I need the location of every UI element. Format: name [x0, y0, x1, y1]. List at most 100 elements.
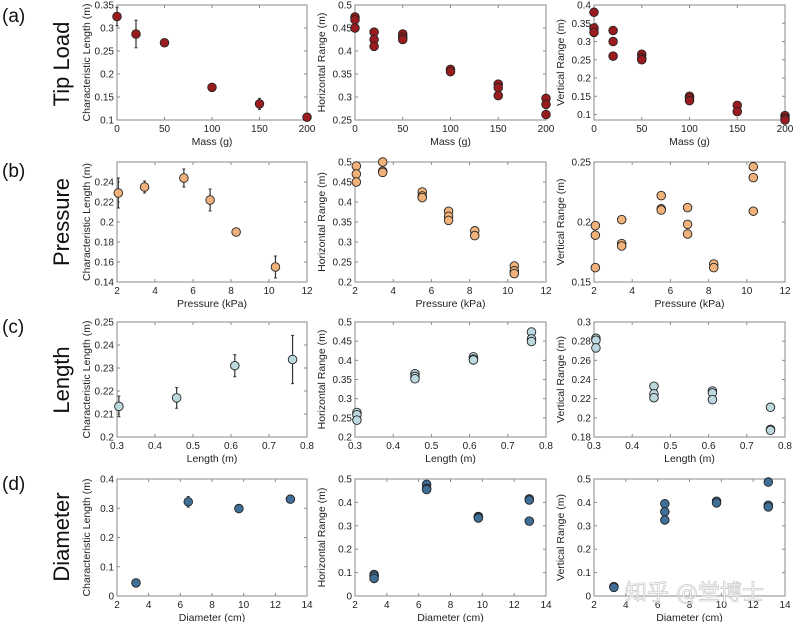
data-point [351, 169, 362, 179]
data-point [660, 507, 670, 517]
data-point [369, 41, 379, 52]
y-tick-label: 0.3 [100, 504, 114, 515]
data-point [445, 66, 456, 77]
plot-frame [354, 478, 547, 597]
data-point [763, 502, 774, 512]
y-tick-label: 0.25 [95, 318, 115, 329]
y-tick-label: 0.35 [333, 70, 353, 81]
data-point [682, 219, 693, 230]
x-tick-label: 0.3 [587, 441, 601, 452]
y-tick-label: 0.3 [100, 24, 114, 35]
y-tick-label: 0.15 [572, 278, 592, 289]
x-axis-label: Diameter (cm) [179, 612, 246, 622]
y-tick-label: 0.2 [577, 74, 591, 85]
y-tick-label: 0.18 [572, 433, 592, 444]
x-axis-label: Pressure (kPa) [177, 298, 247, 310]
y-tick-label: 0.2 [100, 218, 114, 229]
x-tick-label: 2 [352, 286, 358, 297]
data-point [234, 503, 244, 514]
y-tick-label: 0.5 [338, 318, 352, 329]
data-point [748, 172, 759, 183]
data-point [352, 415, 362, 425]
x-tick-label: 0.3 [348, 441, 362, 452]
data-point [660, 515, 670, 525]
x-tick-label: 10 [238, 600, 250, 611]
x-tick-label: 150 [251, 124, 268, 135]
y-tick-label: 0.2 [577, 218, 591, 229]
x-tick-label: 10 [716, 600, 728, 611]
x-tick-label: 0.4 [625, 441, 639, 452]
x-tick-label: 10 [477, 600, 489, 611]
data-point [765, 425, 776, 436]
y-tick-label: 0.28 [572, 337, 592, 348]
data-point [443, 215, 454, 226]
y-tick-label: 0.5 [338, 1, 352, 12]
data-point [113, 188, 124, 198]
y-tick-label: 0.2 [100, 433, 114, 444]
y-tick-label: 0.2 [100, 70, 114, 81]
y-tick-label: 0.22 [95, 387, 115, 398]
y-tick-label: 0.45 [333, 178, 353, 189]
data-point [285, 494, 296, 504]
x-tick-label: 0.7 [501, 441, 515, 452]
plot-frame [593, 321, 786, 438]
chart-d-vert: 2 4 6 8 10 12 14 0 0.1 0.2 0.3 0.4 0.5 Diameter (cm) V… [555, 475, 791, 622]
data-point [748, 206, 759, 216]
x-tick-label: 2 [591, 600, 597, 611]
x-tick-label: 150 [729, 124, 746, 135]
data-point [230, 360, 240, 371]
data-point [656, 205, 666, 215]
row-label-pressure: Pressure [49, 178, 74, 266]
x-tick-label: 4 [152, 286, 158, 297]
y-tick-label: 0.1 [577, 110, 591, 121]
x-tick-label: 0.8 [778, 441, 792, 452]
data-point [682, 229, 693, 239]
x-tick-label: 14 [540, 600, 552, 611]
y-axis-label: Vertical Range (m) [555, 19, 567, 106]
data-point [616, 214, 627, 225]
data-point [589, 27, 599, 38]
data-point [765, 402, 776, 413]
data-point [183, 497, 193, 507]
data-point [541, 99, 551, 110]
row-label-tip-load: Tip Load [49, 22, 74, 107]
data-point [377, 167, 388, 178]
data-point [350, 23, 360, 33]
data-point [656, 190, 666, 201]
chart-a-horiz: 0 50 100 150 200 0.25 0.3 0.35 0.4 0.45 0.5 Mass (g… [316, 1, 555, 149]
x-tick-label: 0.5 [663, 441, 677, 452]
x-tick-label: 4 [146, 600, 152, 611]
x-tick-label: 200 [777, 124, 793, 135]
data-point [660, 499, 670, 509]
plot-frame [354, 4, 547, 121]
x-tick-label: 8 [228, 286, 234, 297]
y-tick-label: 0.35 [333, 218, 353, 229]
x-tick-label: 0.7 [262, 441, 276, 452]
data-point [139, 182, 150, 192]
x-tick-label: 12 [779, 286, 791, 297]
y-tick-label: 0.5 [577, 475, 591, 486]
y-tick-label: 0.22 [95, 198, 115, 209]
plot-frame [116, 4, 308, 121]
data-point [131, 578, 141, 588]
y-tick-label: 0.25 [333, 413, 353, 424]
y-tick-label: 0.15 [572, 92, 592, 103]
data-point [682, 202, 693, 213]
y-axis-label: Horizontal Range (m) [316, 13, 328, 113]
data-point [114, 401, 124, 412]
x-tick-label: 50 [636, 124, 648, 135]
y-axis-label: Characteristic Length (m) [81, 4, 93, 122]
x-tick-label: 0.8 [300, 441, 314, 452]
x-axis-label: Diameter (cm) [656, 612, 723, 622]
y-axis-label: Vertical Range (m) [555, 494, 567, 581]
x-tick-label: 0.5 [186, 441, 200, 452]
y-tick-label: 0.3 [577, 318, 591, 329]
x-tick-label: 0.5 [424, 441, 438, 452]
y-tick-label: 0.25 [572, 55, 592, 66]
x-tick-label: 0.3 [110, 441, 124, 452]
y-tick-label: 0.2 [100, 533, 114, 544]
y-tick-label: 0.5 [338, 475, 352, 486]
y-tick-label: 0.3 [577, 37, 591, 48]
y-tick-label: 0.2 [338, 433, 352, 444]
y-tick-label: 0.2 [577, 545, 591, 556]
